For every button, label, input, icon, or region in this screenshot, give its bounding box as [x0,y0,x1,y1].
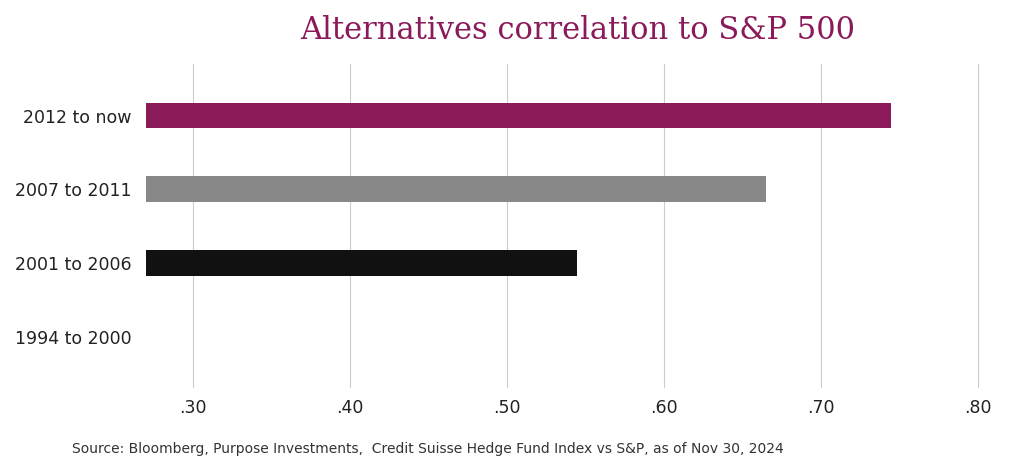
Bar [145,176,766,202]
Title: Alternatives correlation to S&P 500: Alternatives correlation to S&P 500 [300,15,855,46]
Text: Source: Bloomberg, Purpose Investments,  Credit Suisse Hedge Fund Index vs S&P, : Source: Bloomberg, Purpose Investments, … [72,442,783,456]
Bar [145,250,578,276]
Bar [145,103,891,128]
